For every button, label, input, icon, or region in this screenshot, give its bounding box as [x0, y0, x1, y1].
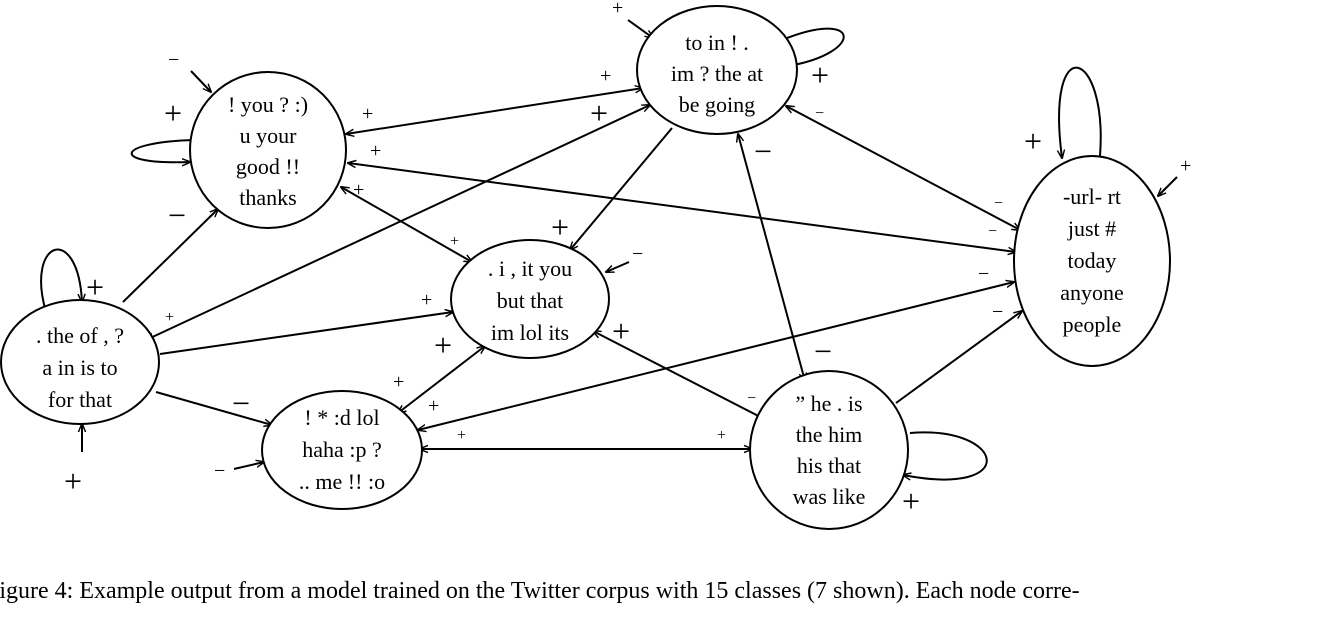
edge-sign-minus: − — [994, 195, 1003, 212]
edge-sign-plus: + — [902, 483, 920, 519]
edge-sign-plus: + — [717, 427, 726, 444]
edge-sign-plus: + — [600, 65, 611, 87]
state-node-label-line: thanks — [239, 185, 296, 210]
edge-sign-plus: + — [434, 327, 452, 363]
edge-sign-plus: + — [421, 289, 432, 311]
state-node-label-line: u your — [240, 123, 298, 148]
edge-sign-plus: + — [450, 233, 459, 250]
state-node-label-line: the him — [796, 422, 863, 447]
state-node-label-line: im ? the at — [671, 61, 763, 86]
edge-sign-minus: − — [214, 460, 225, 482]
incoming-n3 — [1158, 176, 1178, 196]
state-node-label-line: a in is to — [42, 355, 117, 380]
edge-sign-plus: + — [64, 463, 82, 499]
self-loop-n3 — [1059, 66, 1102, 158]
state-node-n6: ! * :d lol haha :p ? .. me !! :o — [261, 390, 423, 510]
incoming-n6 — [233, 462, 264, 470]
edge-sign-minus: − — [747, 390, 756, 407]
state-node-label-line: im lol its — [491, 320, 569, 345]
edge-n2-n5 — [146, 105, 650, 340]
self-loop-n2 — [781, 27, 845, 66]
state-node-label-line: just # — [1067, 216, 1116, 241]
edge-sign-minus: − — [814, 333, 832, 369]
figure-caption: Figure 4: Example output from a model tr… — [0, 578, 1080, 604]
state-node-n5: . the of , ? a in is to for that — [0, 299, 160, 425]
state-node-n7: ” he . is the him his that was like — [749, 370, 909, 530]
edge-sign-plus: + — [393, 371, 404, 393]
state-node-label-line: be going — [679, 92, 755, 117]
state-node-label-line: anyone — [1060, 280, 1124, 305]
state-node-label-line: good !! — [236, 154, 300, 179]
edge-n6-n3 — [418, 282, 1014, 430]
edge-sign-plus: + — [428, 395, 439, 417]
state-node-label-line: was like — [793, 484, 866, 509]
edge-sign-plus: + — [165, 309, 174, 326]
state-node-label-line: -url- rt — [1063, 184, 1121, 209]
edge-n5-n6 — [155, 391, 272, 425]
state-node-label-line: but that — [497, 288, 564, 313]
edge-sign-minus: − — [978, 263, 989, 285]
edge-sign-plus: + — [1024, 123, 1042, 159]
state-node-n4: . i , it you but that im lol its — [450, 239, 610, 359]
edge-sign-plus: + — [86, 269, 104, 305]
edges — [40, 19, 1178, 480]
edge-sign-minus: − — [168, 197, 186, 233]
state-node-label-line: for that — [48, 387, 112, 412]
state-node-n3: -url- rt just # today anyone people — [1013, 155, 1171, 367]
edge-sign-plus: + — [457, 427, 466, 444]
edge-sign-minus: − — [992, 301, 1003, 323]
edge-sign-minus: − — [168, 49, 179, 71]
edge-sign-minus: − — [815, 105, 824, 122]
edge-sign-plus: + — [612, 0, 623, 19]
edge-sign-minus: − — [232, 385, 250, 421]
edge-sign-plus: + — [353, 179, 364, 201]
incoming-n4 — [606, 261, 630, 272]
self-loop-n7 — [903, 431, 988, 479]
incoming-n1 — [190, 70, 211, 92]
state-node-label-line: . the of , ? — [36, 323, 124, 348]
edge-sign-plus: + — [612, 313, 630, 349]
edge-n5-n4 — [159, 312, 453, 355]
edge-sign-plus: + — [551, 209, 569, 245]
edge-n7-n3 — [895, 311, 1022, 404]
edge-sign-plus: + — [1180, 155, 1191, 177]
edge-n1-n3 — [348, 163, 1016, 252]
self-loop-n5 — [40, 248, 82, 313]
state-node-label-line: ” he . is — [795, 391, 862, 416]
state-node-label-line: . i , it you — [488, 256, 572, 281]
state-node-label-line: ! * :d lol — [304, 405, 379, 430]
state-transition-diagram: ! you ? :) u your good !! thanks to in !… — [0, 0, 1191, 530]
state-node-label-line: ! you ? :) — [228, 92, 308, 117]
edge-sign-plus: + — [362, 103, 373, 125]
edge-n2-n3 — [786, 106, 1020, 230]
state-node-label-line: his that — [797, 453, 861, 478]
edge-n2-n7 — [738, 134, 805, 381]
state-node-n2: to in ! . im ? the at be going — [636, 5, 798, 135]
state-node-label-line: today — [1068, 248, 1117, 273]
self-loop-n1 — [130, 139, 196, 162]
edge-sign-plus: + — [164, 95, 182, 131]
edge-sign-minus: − — [754, 133, 772, 169]
edge-n2-n4 — [570, 127, 673, 250]
state-node-label-line: haha :p ? — [302, 437, 381, 462]
edge-sign-plus: + — [590, 95, 608, 131]
edge-sign-minus: − — [988, 223, 997, 240]
edge-sign-minus: − — [632, 243, 643, 265]
state-node-n1: ! you ? :) u your good !! thanks — [189, 71, 347, 229]
edge-sign-labels: − + + + + − + + + + − − + + − − − − + + … — [64, 0, 1191, 519]
edge-sign-plus: + — [811, 57, 829, 93]
state-node-label-line: people — [1063, 312, 1122, 337]
edge-sign-plus: + — [370, 140, 381, 162]
state-node-label-line: .. me !! :o — [299, 469, 385, 494]
state-node-label-line: to in ! . — [685, 30, 749, 55]
